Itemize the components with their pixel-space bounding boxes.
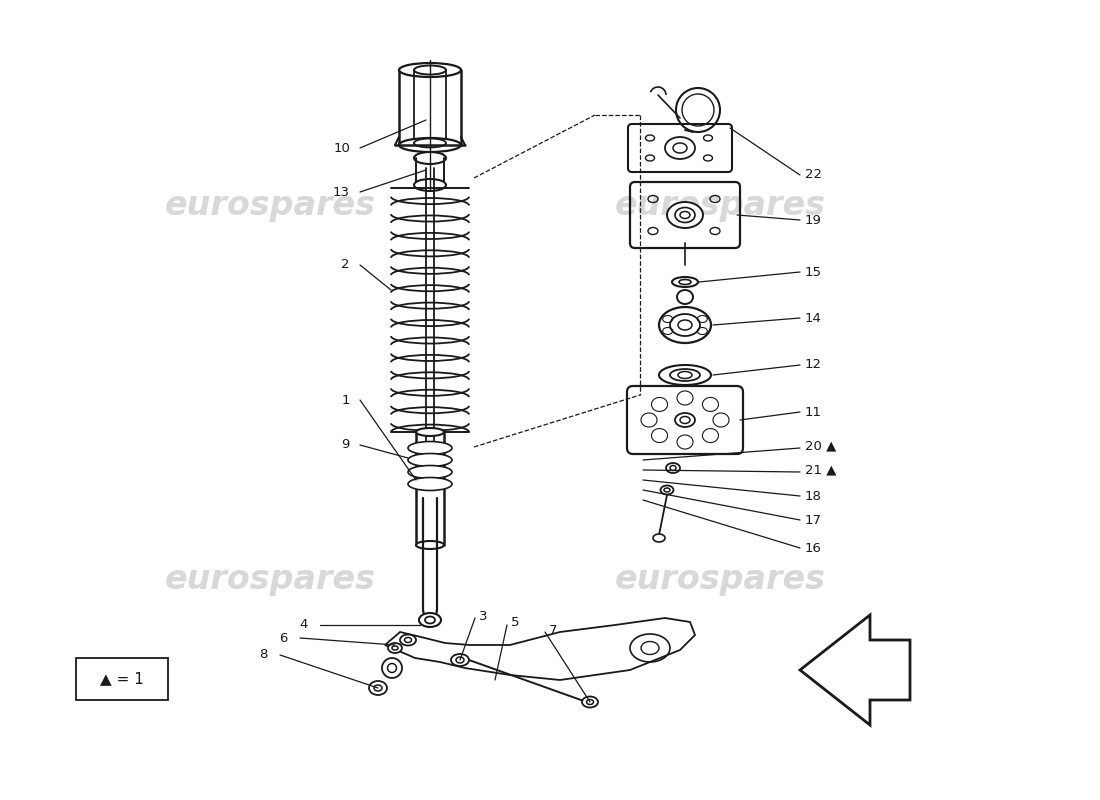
Text: ▲ = 1: ▲ = 1 [100, 671, 144, 686]
Text: 2: 2 [341, 258, 350, 271]
Ellipse shape [416, 428, 444, 436]
Text: eurospares: eurospares [615, 189, 825, 222]
Text: 22: 22 [805, 169, 822, 182]
Text: 20 ▲: 20 ▲ [805, 439, 836, 453]
Ellipse shape [582, 697, 598, 707]
Ellipse shape [667, 202, 703, 228]
Text: eurospares: eurospares [165, 563, 375, 597]
Ellipse shape [408, 466, 452, 478]
Ellipse shape [399, 63, 461, 77]
Text: 5: 5 [512, 617, 519, 630]
Ellipse shape [408, 454, 452, 466]
Ellipse shape [399, 138, 461, 152]
Text: 14: 14 [805, 311, 822, 325]
Ellipse shape [451, 654, 469, 666]
Ellipse shape [659, 365, 711, 385]
Text: 13: 13 [333, 186, 350, 198]
Text: 10: 10 [333, 142, 350, 154]
Text: 9: 9 [342, 438, 350, 451]
Ellipse shape [670, 314, 700, 336]
Text: 19: 19 [805, 214, 822, 226]
Text: 6: 6 [279, 631, 288, 645]
Ellipse shape [672, 277, 698, 287]
Text: 8: 8 [260, 649, 268, 662]
Text: eurospares: eurospares [165, 189, 375, 222]
Text: 3: 3 [478, 610, 487, 622]
Ellipse shape [400, 634, 416, 646]
Text: 16: 16 [805, 542, 822, 554]
Ellipse shape [675, 207, 695, 222]
Text: 18: 18 [805, 490, 822, 502]
Text: 15: 15 [805, 266, 822, 278]
Text: 4: 4 [299, 618, 308, 631]
Ellipse shape [388, 643, 401, 653]
Ellipse shape [659, 307, 711, 343]
Text: 11: 11 [805, 406, 822, 418]
Ellipse shape [675, 413, 695, 427]
Ellipse shape [666, 463, 680, 473]
Text: 7: 7 [549, 623, 558, 637]
Ellipse shape [414, 179, 446, 191]
Text: 21 ▲: 21 ▲ [805, 463, 836, 477]
Ellipse shape [653, 534, 666, 542]
Ellipse shape [414, 66, 446, 74]
Ellipse shape [416, 541, 444, 549]
Ellipse shape [676, 290, 693, 304]
Text: 1: 1 [341, 394, 350, 406]
Ellipse shape [670, 369, 700, 381]
Text: 12: 12 [805, 358, 822, 371]
Ellipse shape [408, 478, 452, 490]
Text: 17: 17 [805, 514, 822, 526]
Ellipse shape [368, 681, 387, 695]
Ellipse shape [414, 152, 446, 164]
Ellipse shape [419, 613, 441, 627]
Ellipse shape [414, 138, 446, 147]
Ellipse shape [660, 486, 673, 494]
Text: eurospares: eurospares [615, 563, 825, 597]
Ellipse shape [408, 442, 452, 454]
Ellipse shape [382, 658, 402, 678]
